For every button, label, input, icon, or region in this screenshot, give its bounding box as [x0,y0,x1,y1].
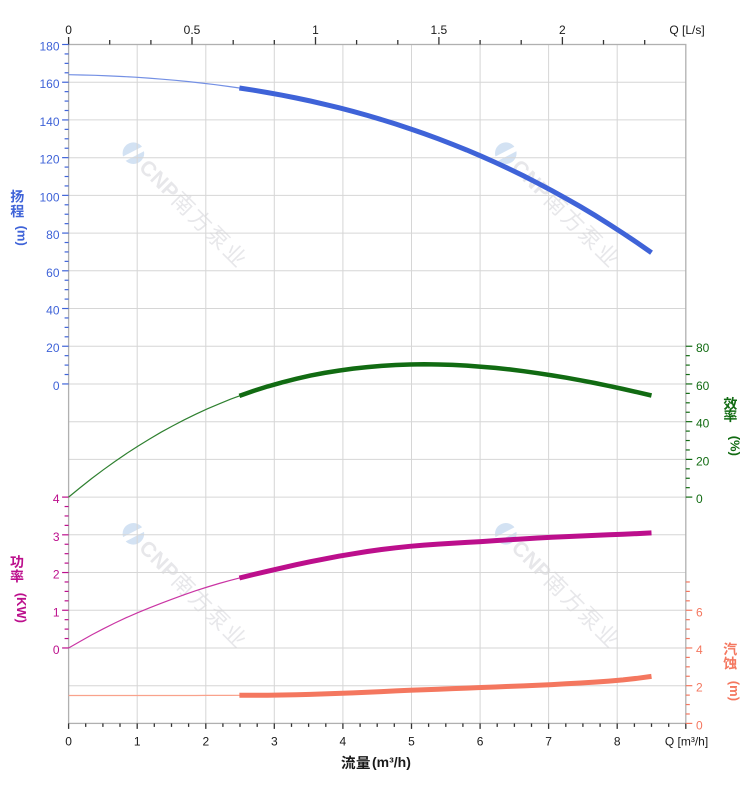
svg-text:5: 5 [408,735,415,749]
svg-text:3: 3 [271,735,278,749]
svg-text:40: 40 [696,417,710,431]
svg-text:160: 160 [39,77,59,91]
svg-text:(%): (%) [727,436,742,456]
svg-text:3: 3 [53,530,60,544]
svg-text:0: 0 [53,379,60,393]
svg-text:(KW): (KW) [14,593,29,623]
svg-text:60: 60 [696,379,710,393]
svg-text:1: 1 [312,23,319,37]
svg-text:0: 0 [53,643,60,657]
svg-text:4: 4 [53,492,60,506]
svg-text:0: 0 [65,23,72,37]
svg-text:1: 1 [53,605,60,619]
svg-text:2: 2 [696,681,703,695]
svg-text:0: 0 [65,735,72,749]
svg-text:20: 20 [696,454,710,468]
svg-text:4: 4 [696,643,703,657]
svg-text:120: 120 [39,153,59,167]
svg-text:140: 140 [39,115,59,129]
svg-text:Q [L/s]: Q [L/s] [669,23,704,37]
svg-text:40: 40 [46,304,60,318]
svg-text:8: 8 [614,735,621,749]
svg-text:1.5: 1.5 [431,23,448,37]
svg-text:2: 2 [202,735,209,749]
svg-text:2: 2 [559,23,566,37]
svg-text:Q [m³/h]: Q [m³/h] [665,735,708,749]
svg-text:2: 2 [53,568,60,582]
svg-text:60: 60 [46,266,60,280]
svg-text:100: 100 [39,190,59,204]
svg-text:80: 80 [696,341,710,355]
svg-text:(m): (m) [14,226,29,246]
svg-text:7: 7 [545,735,552,749]
svg-text:(m): (m) [727,681,742,701]
svg-text:1: 1 [134,735,141,749]
svg-text:0.5: 0.5 [184,23,201,37]
svg-text:20: 20 [46,341,60,355]
svg-text:0: 0 [696,718,703,732]
svg-text:4: 4 [340,735,347,749]
svg-text:80: 80 [46,228,60,242]
svg-text:180: 180 [39,40,59,54]
svg-text:6: 6 [696,605,703,619]
svg-text:0: 0 [696,492,703,506]
svg-text:6: 6 [477,735,484,749]
svg-text:(m³/h): (m³/h) [372,754,411,770]
